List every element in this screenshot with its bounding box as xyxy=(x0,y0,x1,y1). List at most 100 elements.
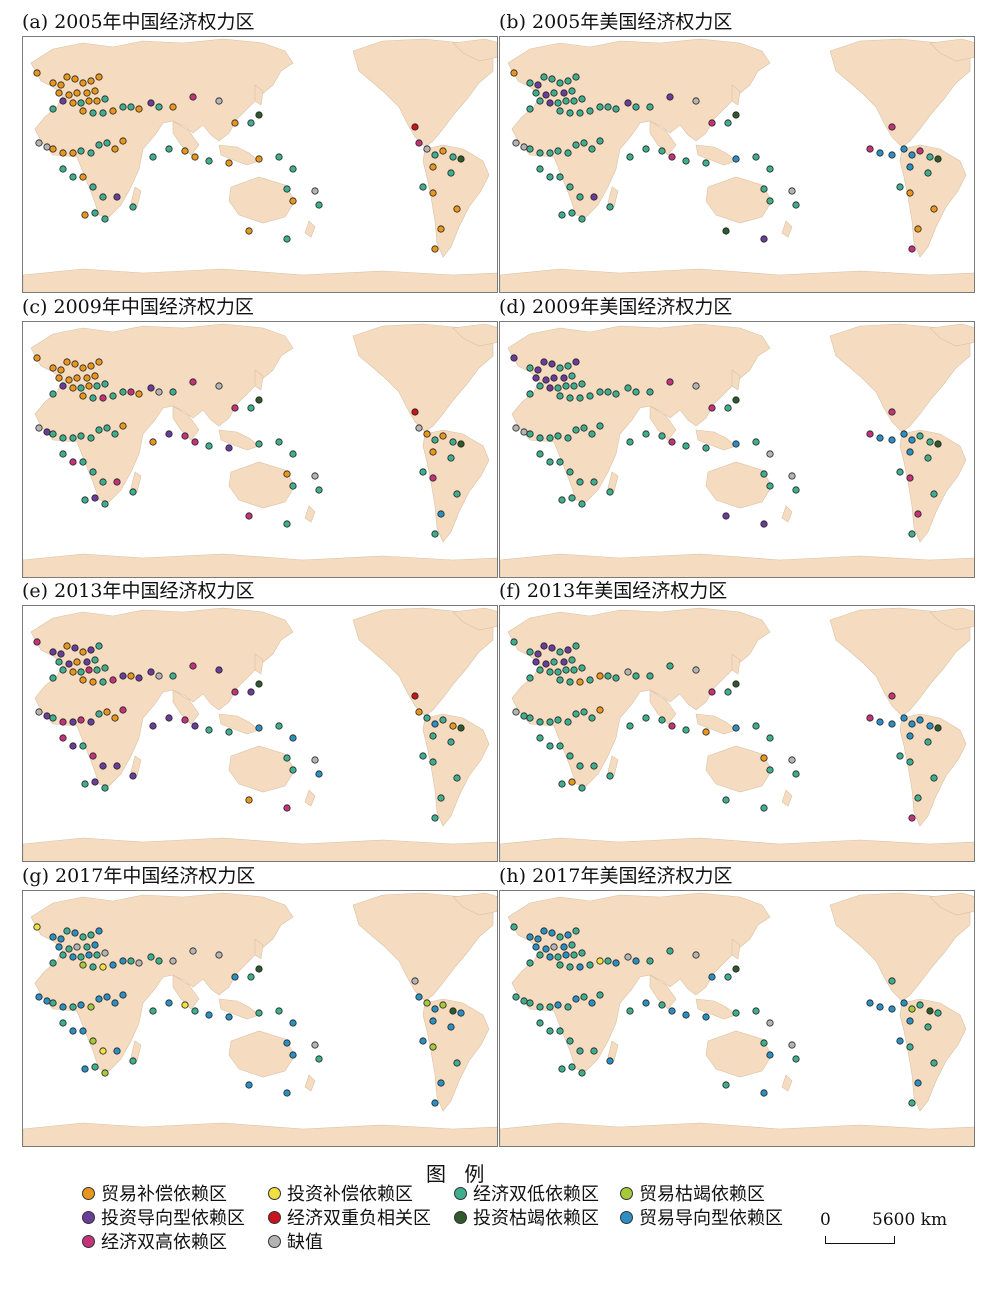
country-marker xyxy=(888,720,896,728)
country-marker xyxy=(415,139,423,147)
country-marker xyxy=(708,119,716,127)
country-marker xyxy=(431,1005,439,1013)
country-marker xyxy=(119,706,127,714)
country-marker xyxy=(732,1009,740,1017)
country-marker xyxy=(87,434,95,442)
country-marker xyxy=(457,440,465,448)
land-mass xyxy=(781,1074,793,1092)
land-mass xyxy=(130,1040,142,1062)
country-marker xyxy=(205,1011,213,1019)
country-marker xyxy=(572,426,580,434)
country-marker xyxy=(536,1019,544,1027)
country-marker xyxy=(560,943,568,951)
country-marker xyxy=(916,147,924,155)
land-mass xyxy=(422,713,490,827)
country-marker xyxy=(35,424,43,432)
country-marker xyxy=(792,201,800,209)
country-marker xyxy=(566,394,574,402)
country-marker xyxy=(109,961,117,969)
panel-title: (e) 2013年中国经济权力区 xyxy=(22,580,255,602)
country-marker xyxy=(906,1017,914,1025)
country-marker xyxy=(93,382,101,390)
panel-title: (d) 2009年美国经济权力区 xyxy=(499,296,733,318)
country-marker xyxy=(896,468,904,476)
legend-swatch xyxy=(82,1187,95,1200)
land-mass xyxy=(607,186,619,208)
country-marker xyxy=(562,382,570,390)
legend-label: 贸易导向型依赖区 xyxy=(639,1208,783,1229)
map-panel-d: (d) 2009年美国经济权力区 xyxy=(499,295,975,578)
land-mass xyxy=(500,553,974,577)
panel-title: (h) 2017年美国经济权力区 xyxy=(499,865,733,887)
country-marker xyxy=(315,201,323,209)
land-mass xyxy=(254,369,264,391)
country-marker xyxy=(457,1009,465,1017)
country-marker xyxy=(590,1047,598,1055)
country-marker xyxy=(119,957,127,965)
legend-item: 经济双重负相关区 xyxy=(268,1207,431,1231)
country-marker xyxy=(113,478,121,486)
country-marker xyxy=(149,722,157,730)
country-marker xyxy=(612,674,620,682)
country-marker xyxy=(708,688,716,696)
country-marker xyxy=(908,1005,916,1013)
country-marker xyxy=(225,159,233,167)
country-marker xyxy=(411,123,419,131)
map-svg xyxy=(500,607,974,861)
country-marker xyxy=(283,1089,291,1097)
land-mass xyxy=(218,429,260,451)
country-marker xyxy=(83,658,91,666)
legend-label: 贸易补偿依赖区 xyxy=(101,1184,227,1205)
country-marker xyxy=(520,143,528,151)
country-marker xyxy=(165,430,173,438)
country-marker xyxy=(439,432,447,440)
country-marker xyxy=(568,656,576,664)
country-marker xyxy=(71,75,79,83)
country-marker xyxy=(534,935,542,943)
map-svg xyxy=(500,323,974,577)
country-marker xyxy=(556,1027,564,1035)
country-marker xyxy=(542,945,550,953)
country-marker xyxy=(65,376,73,384)
country-marker xyxy=(83,943,91,951)
country-marker xyxy=(540,73,548,81)
country-marker xyxy=(512,139,520,147)
map-frame xyxy=(22,36,498,293)
country-marker xyxy=(59,734,67,742)
country-marker xyxy=(429,189,437,197)
land-mass xyxy=(304,789,316,807)
legend-label: 缺值 xyxy=(287,1232,323,1253)
legend-label: 投资补偿依赖区 xyxy=(287,1184,413,1205)
country-marker xyxy=(568,1063,576,1071)
country-marker xyxy=(35,139,43,147)
country-marker xyxy=(59,718,67,726)
land-mass xyxy=(507,38,771,218)
country-marker xyxy=(526,79,534,87)
map-frame xyxy=(499,605,975,862)
country-marker xyxy=(590,478,598,486)
country-marker xyxy=(566,678,574,686)
country-marker xyxy=(431,151,439,159)
country-marker xyxy=(702,1013,710,1021)
land-mass xyxy=(731,938,741,960)
country-marker xyxy=(546,953,554,961)
country-marker xyxy=(35,708,43,716)
country-marker xyxy=(275,1007,283,1015)
country-marker xyxy=(101,215,109,223)
land-mass xyxy=(30,892,294,1072)
country-marker xyxy=(604,957,612,965)
country-marker xyxy=(205,157,213,165)
country-marker xyxy=(431,436,439,444)
country-marker xyxy=(554,384,562,392)
country-marker xyxy=(924,169,932,177)
country-marker xyxy=(453,205,461,213)
country-marker xyxy=(63,358,71,366)
country-marker xyxy=(682,1011,690,1019)
country-marker xyxy=(79,79,87,87)
country-marker xyxy=(429,448,437,456)
country-marker xyxy=(119,388,127,396)
land-mass xyxy=(607,755,619,777)
country-marker xyxy=(49,79,57,87)
country-marker xyxy=(512,993,520,1001)
country-marker xyxy=(69,149,77,157)
